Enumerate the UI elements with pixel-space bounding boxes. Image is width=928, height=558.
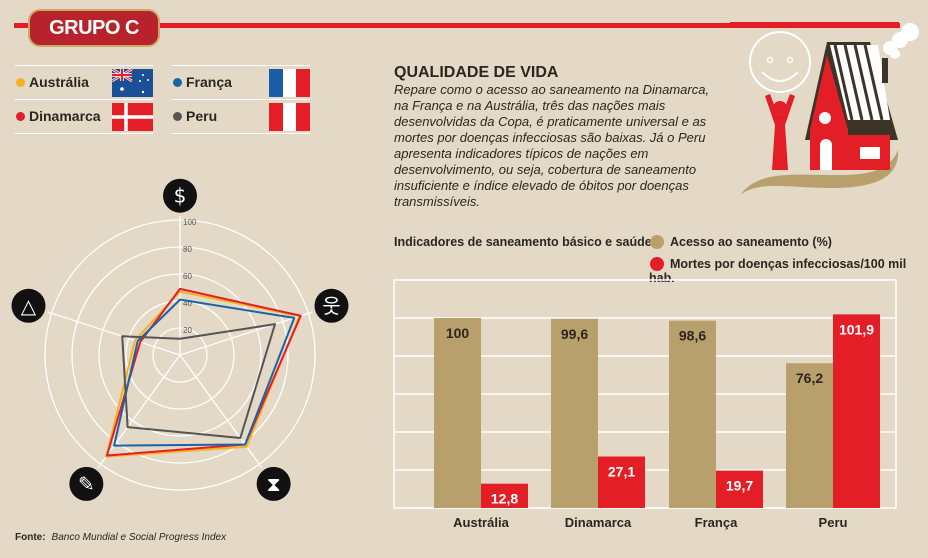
bar-value-label: 100 xyxy=(446,325,470,341)
legend-label: Dinamarca xyxy=(29,108,101,124)
icon-circle xyxy=(163,178,197,213)
icon-glyph: ✎ xyxy=(78,472,95,496)
peru-dot xyxy=(173,112,182,121)
bar-access xyxy=(669,320,716,508)
bar-value-label: 12,8 xyxy=(491,491,518,507)
peru-flag xyxy=(269,103,310,131)
icon-circle xyxy=(314,288,349,323)
bar-deaths xyxy=(598,456,645,508)
legend-label: França xyxy=(186,74,232,90)
bar-value-label: 98,6 xyxy=(679,328,706,344)
radar-chart: 20 40 60 80 100 $ 웃 ⧗ ✎ △ xyxy=(11,178,349,501)
bar-access xyxy=(551,318,598,508)
icon-glyph: $ xyxy=(174,184,187,208)
radar-axis xyxy=(179,354,263,468)
source-label: Fonte: xyxy=(15,532,46,543)
bar-value-label: 27,1 xyxy=(608,464,635,480)
radar-tick-label: 40 xyxy=(183,299,192,308)
bar-value-label: 101,9 xyxy=(839,321,874,337)
france-dot xyxy=(173,78,182,87)
radar-tick-label: 20 xyxy=(183,326,192,335)
radar-tick-label: 60 xyxy=(183,272,192,281)
icon-circle xyxy=(11,288,46,323)
radar-series-peru xyxy=(121,323,277,440)
deaths-swatch xyxy=(650,257,664,271)
bar-value-label: 19,7 xyxy=(726,478,753,494)
icon-glyph: ⧗ xyxy=(267,472,281,496)
hourglass-icon: ⧗ xyxy=(256,466,291,501)
header-rule xyxy=(14,23,900,28)
category-label: Austrália xyxy=(453,515,509,530)
radar-axis xyxy=(97,354,181,468)
bar-access xyxy=(434,318,481,508)
bar-value-label: 99,6 xyxy=(561,326,588,342)
icon-glyph: △ xyxy=(21,294,37,318)
denmark-flag xyxy=(112,103,153,131)
bar-chart-title: Indicadores de saneamento básico e saúde xyxy=(394,235,652,249)
radar-axis xyxy=(179,311,313,356)
france-flag xyxy=(269,69,310,97)
icon-glyph: 웃 xyxy=(322,294,340,318)
radar-tick-label: 100 xyxy=(183,218,197,227)
legend-label: Acesso ao saneamento (%) xyxy=(670,235,832,249)
article-title: QUALIDADE DE VIDA xyxy=(394,64,559,81)
icon-circle xyxy=(69,466,104,501)
source-footer: Fonte: Banco Mundial e Social Progress In… xyxy=(15,532,226,543)
article-text: Repare como o acesso ao saneamento na Di… xyxy=(394,82,710,209)
legend-item-peru: Peru xyxy=(172,99,310,134)
group-badge: GRUPO C xyxy=(28,9,160,47)
category-label: Dinamarca xyxy=(565,515,632,530)
bar-legend-deaths: Mortes por doenças infecciosas/100 mil h… xyxy=(649,257,928,285)
person-icon: 웃 xyxy=(314,288,349,323)
radar-series-austrália xyxy=(105,290,301,458)
legend-label: Peru xyxy=(186,108,218,124)
legend-item-france: França xyxy=(172,65,310,99)
bar-deaths xyxy=(716,470,763,508)
access-swatch xyxy=(650,235,664,249)
pyramid-icon: △ xyxy=(11,288,46,323)
legend-item-denmark: Dinamarca xyxy=(15,99,153,134)
australia-dot xyxy=(16,78,25,87)
radar-tick-label: 80 xyxy=(183,245,192,254)
source-text: Banco Mundial e Social Progress Index xyxy=(51,532,227,543)
bar-deaths xyxy=(481,483,528,508)
bar-value-label: 76,2 xyxy=(796,370,823,386)
denmark-dot xyxy=(16,112,25,121)
dollar-icon: $ xyxy=(163,178,197,213)
category-label: França xyxy=(695,515,738,530)
house-illustration xyxy=(730,22,919,195)
bar-deaths xyxy=(833,314,880,508)
radar-axis xyxy=(47,311,181,356)
pencil-icon: ✎ xyxy=(69,466,104,501)
legend-item-australia: Austrália xyxy=(15,65,153,99)
legend-label: Mortes por doenças infecciosas/100 mil h… xyxy=(649,257,907,285)
bar-access xyxy=(786,363,833,508)
icon-circle xyxy=(256,466,291,501)
category-label: Peru xyxy=(819,515,848,530)
australia-flag xyxy=(112,69,153,97)
radar-series-frança xyxy=(113,298,296,447)
legend-label: Austrália xyxy=(29,74,89,90)
bar-legend-access: Acesso ao saneamento (%) xyxy=(649,235,832,249)
